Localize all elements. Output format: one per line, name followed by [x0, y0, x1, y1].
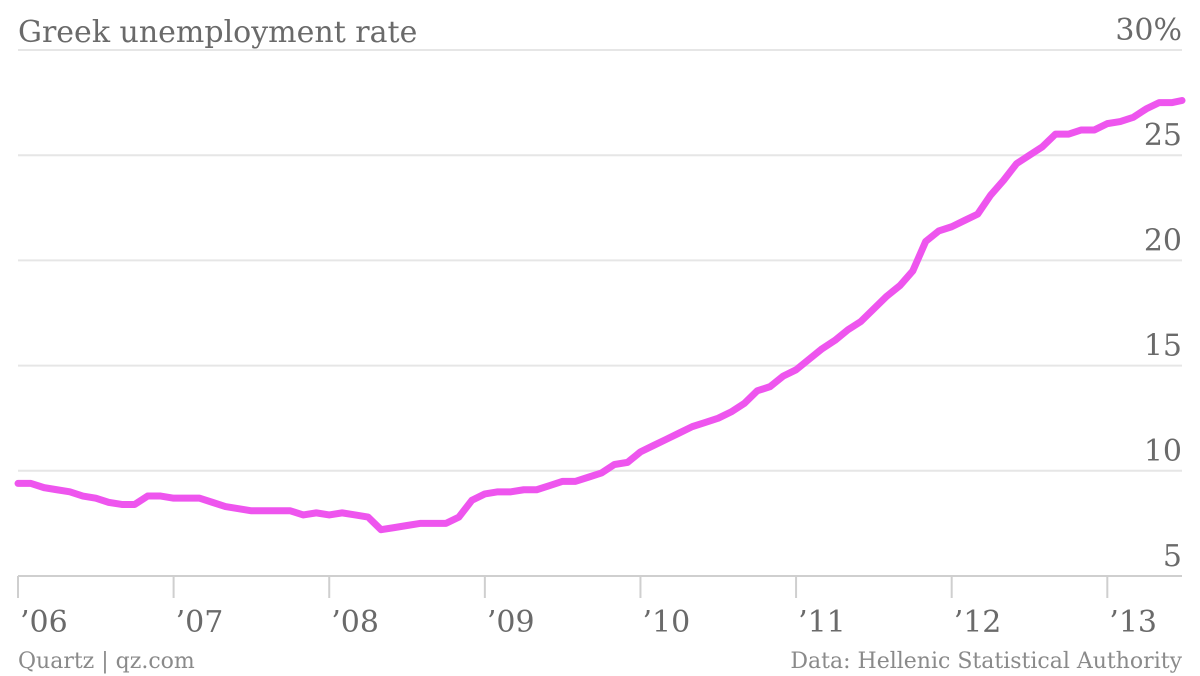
x-tick-label-2010: ’10: [642, 605, 690, 640]
y-tick-label-25: 25: [1144, 118, 1182, 153]
series-layer: [14, 97, 1186, 534]
y-tick-label-30: 30%: [1115, 13, 1182, 48]
series-line-unemployment: [14, 97, 1186, 534]
gridlines: [18, 49, 1182, 577]
x-tick-label-2011: ’11: [798, 605, 846, 640]
data-source: Data: Hellenic Statistical Authority: [790, 649, 1182, 674]
y-tick-label-15: 15: [1144, 329, 1182, 364]
x-axis-labels: ’06 ’07 ’08 ’09 ’10 ’11 ’12 ’13: [20, 605, 1157, 640]
source-credit: Quartz | qz.com: [18, 649, 195, 674]
x-tick-label-2007: ’07: [176, 605, 224, 640]
chart-title: Greek unemployment rate: [18, 15, 417, 50]
x-tick-label-2006: ’06: [20, 605, 68, 640]
y-axis-labels: 5 10 15 20 25 30%: [1115, 13, 1182, 574]
x-tick-label-2012: ’12: [954, 605, 1002, 640]
x-tick-label-2013: ’13: [1109, 605, 1157, 640]
x-tick-label-2009: ’09: [487, 605, 535, 640]
y-tick-label-10: 10: [1144, 434, 1182, 469]
y-tick-label-5: 5: [1163, 539, 1182, 574]
x-tick-label-2008: ’08: [331, 605, 379, 640]
y-tick-label-20: 20: [1144, 223, 1182, 258]
x-axis-ticks: [17, 576, 1109, 598]
